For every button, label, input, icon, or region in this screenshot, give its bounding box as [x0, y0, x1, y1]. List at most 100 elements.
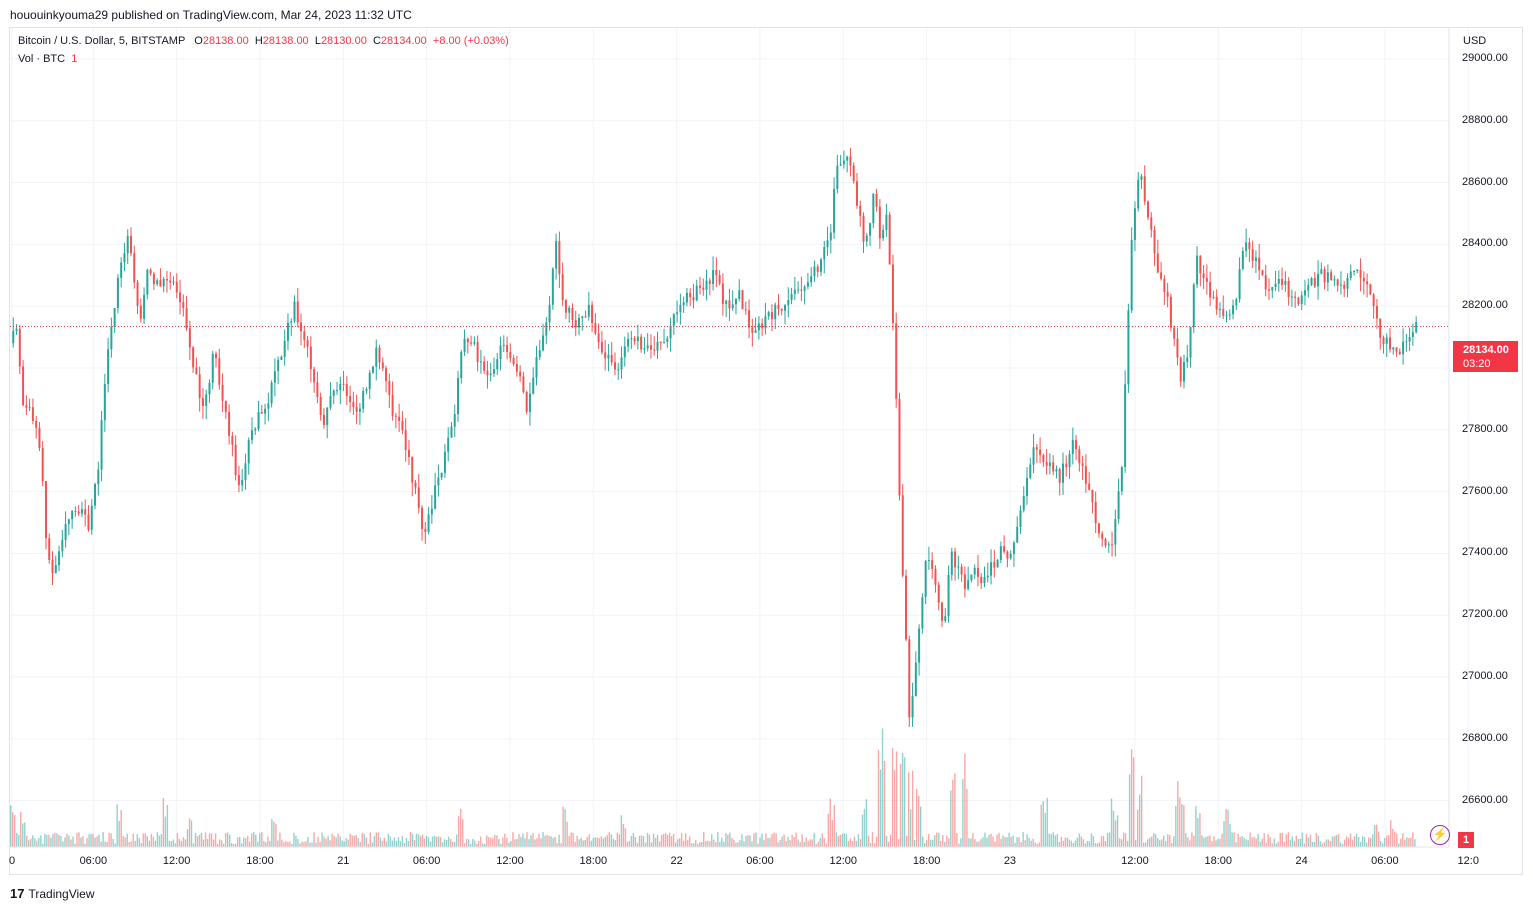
- candle: [457, 370, 460, 422]
- volume-bar: [194, 832, 197, 847]
- candle: [1241, 247, 1244, 271]
- candle: [38, 421, 41, 452]
- candle: [970, 574, 973, 583]
- candles: [12, 147, 1418, 727]
- candle: [869, 222, 872, 247]
- volume-bar: [353, 835, 355, 847]
- volume-bar: [461, 819, 464, 847]
- volume-bar: [327, 835, 329, 847]
- candle: [685, 287, 688, 307]
- volume-bar: [383, 837, 386, 847]
- volume-bar: [1010, 837, 1012, 847]
- candle: [849, 147, 852, 177]
- volume-bar: [749, 835, 751, 847]
- volume-bar: [773, 832, 775, 847]
- candle: [260, 404, 263, 414]
- volume-bar: [656, 834, 659, 847]
- candle: [777, 294, 780, 316]
- candle: [84, 499, 87, 527]
- volume-bar: [1283, 841, 1285, 847]
- volume-bar: [779, 839, 781, 847]
- candle: [97, 461, 100, 496]
- volume-bar: [405, 837, 408, 847]
- volume-bar: [907, 772, 910, 847]
- currency-label[interactable]: USD: [1463, 35, 1487, 47]
- volume-bar: [315, 842, 317, 847]
- volume-bar: [1378, 831, 1380, 847]
- volume-bar: [1126, 840, 1129, 847]
- candle: [1362, 271, 1365, 295]
- volume-bar: [106, 841, 108, 847]
- candle: [1398, 348, 1401, 355]
- candle: [1395, 347, 1398, 357]
- volume-bar: [751, 841, 753, 847]
- chart-frame[interactable]: [9, 27, 1523, 875]
- volume-bar: [407, 840, 410, 847]
- volume-bar: [837, 836, 840, 847]
- candle: [1107, 541, 1110, 553]
- volume-bar: [1241, 836, 1243, 847]
- volume-bar: [1110, 798, 1113, 847]
- candle: [1228, 309, 1231, 321]
- volume-bar: [1185, 833, 1187, 847]
- candle: [1029, 457, 1032, 480]
- candle: [767, 310, 770, 320]
- candle: [172, 276, 175, 286]
- candle: [672, 313, 675, 336]
- candle: [407, 439, 410, 465]
- volume-bar: [785, 840, 787, 847]
- candle: [646, 333, 649, 352]
- volume-bar: [1233, 832, 1235, 847]
- candle: [748, 299, 751, 339]
- volume-bar: [739, 840, 741, 847]
- volume-bar: [1120, 839, 1123, 847]
- volume-bar: [1086, 841, 1089, 847]
- volume-bar: [717, 832, 719, 847]
- volume-bar: [801, 834, 803, 847]
- footer-brand[interactable]: 17 TradingView: [10, 886, 95, 901]
- candle: [855, 173, 858, 209]
- volume-bar: [26, 835, 28, 847]
- volume-bar: [841, 833, 844, 847]
- volume-bar: [1400, 838, 1402, 847]
- candle: [156, 278, 159, 287]
- candle: [682, 296, 685, 313]
- volume-bar: [1203, 837, 1205, 847]
- candle: [532, 367, 535, 395]
- volume-bar: [775, 833, 777, 847]
- volume-bar: [1305, 833, 1308, 847]
- volume-label[interactable]: Vol · BTC: [18, 53, 66, 65]
- candle: [1218, 302, 1221, 318]
- volume-bar: [809, 839, 811, 847]
- volume-bar: [1371, 834, 1374, 847]
- volume-bar: [610, 834, 613, 847]
- volume-bar: [707, 840, 709, 847]
- volume-bar: [1088, 841, 1091, 847]
- symbol-name[interactable]: Bitcoin / U.S. Dollar, 5, BITSTAMP: [18, 35, 186, 47]
- candle: [1339, 271, 1342, 295]
- volume-bar: [267, 836, 269, 847]
- volume-bar: [299, 843, 301, 847]
- volume-bar: [1279, 832, 1281, 847]
- candle: [1078, 445, 1081, 472]
- volume-bar: [1048, 833, 1050, 847]
- volume-bar: [769, 837, 771, 847]
- volume-bar: [1102, 835, 1105, 847]
- volume-bar: [1016, 837, 1018, 847]
- candle: [1323, 266, 1326, 290]
- volume-bar: [1249, 832, 1251, 847]
- volume-bar: [54, 832, 56, 847]
- volume-bar: [1044, 812, 1046, 847]
- alert-count-badge[interactable]: 1: [1458, 832, 1474, 848]
- lightning-icon[interactable]: ⚡: [1430, 825, 1450, 845]
- candle: [205, 389, 208, 420]
- time-tick: 18:00: [912, 855, 941, 867]
- candle: [568, 305, 571, 323]
- volume-bar: [498, 839, 500, 847]
- candle: [1153, 225, 1156, 266]
- candle: [829, 224, 832, 254]
- candle: [1297, 296, 1300, 307]
- volume-bar: [747, 835, 749, 847]
- candle: [620, 346, 623, 379]
